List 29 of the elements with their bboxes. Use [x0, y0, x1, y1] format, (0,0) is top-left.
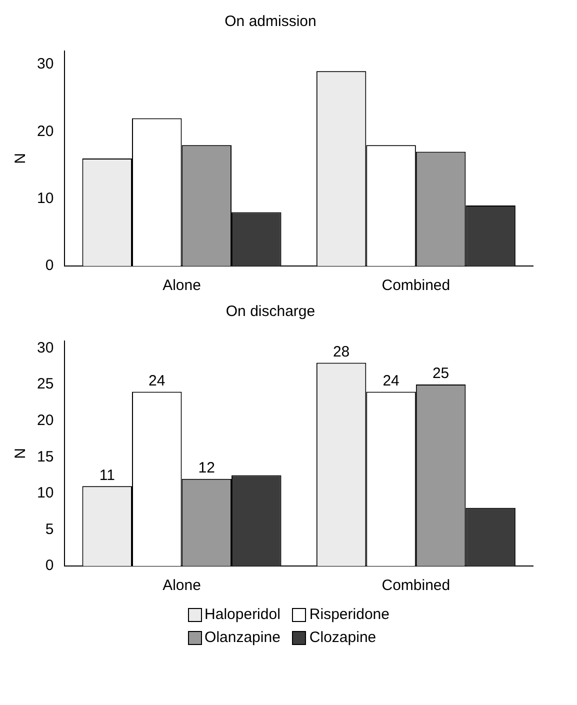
y-tick-label: 0 — [45, 557, 54, 574]
y-tick-label: 15 — [36, 448, 54, 466]
y-tick-label: 10 — [36, 190, 54, 207]
legend-label: Haloperidol — [204, 606, 280, 623]
data-label: 24 — [382, 372, 400, 390]
y-tick-label: 30 — [36, 56, 54, 73]
chart-title: On admission — [224, 13, 316, 30]
x-tick-label: Alone — [162, 277, 201, 294]
x-tick-label: Combined — [382, 277, 450, 294]
data-label: 25 — [432, 365, 450, 382]
chart-title: On discharge — [226, 303, 316, 320]
y-tick-label: 20 — [36, 412, 54, 429]
y-tick-label: 25 — [36, 376, 54, 393]
text: Risperidone — [309, 606, 390, 623]
data-label: 11 — [99, 466, 115, 484]
legend-label: Clozapine — [309, 629, 376, 646]
data-label: 24 — [148, 372, 166, 390]
data-label: 28 — [332, 343, 350, 360]
data-label: 12 — [198, 460, 215, 477]
x-tick-label: Alone — [162, 577, 201, 594]
y-axis-title: N — [12, 448, 30, 459]
x-tick-label: Combined — [382, 577, 450, 594]
y-tick-label: 20 — [36, 122, 54, 140]
y-tick-label: 10 — [36, 484, 54, 502]
y-tick-label: 30 — [36, 339, 54, 356]
y-axis-title: N — [12, 153, 30, 164]
y-tick-label: 0 — [45, 257, 54, 274]
legend-label: Olanzapine — [204, 629, 280, 646]
y-tick-label: 5 — [45, 520, 54, 538]
